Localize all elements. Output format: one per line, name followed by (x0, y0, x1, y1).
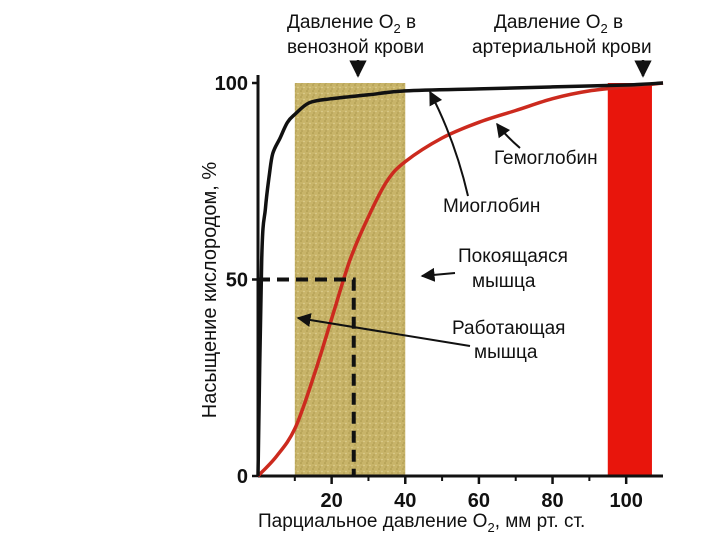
x-tick-label: 100 (609, 490, 642, 512)
x-tick-label: 20 (321, 490, 343, 512)
series-hemoglobin-curve (256, 81, 664, 478)
x-tick-label: 40 (394, 490, 416, 512)
label-hemoglobin: Гемоглобин (494, 148, 598, 169)
resting-pointer-arrow (420, 267, 456, 282)
x-tick-label: 80 (541, 490, 563, 512)
venous-pressure-band (294, 83, 406, 476)
label-myoglobin: Миоглобин (443, 196, 540, 217)
annotation-arterial-line1: Давление O2 в (494, 12, 623, 36)
label-resting-line1: Покоящаяся (458, 246, 568, 267)
y-tick-label: 100 (215, 73, 248, 95)
y-tick-label: 0 (237, 466, 248, 488)
p50-dashed-guide (258, 277, 356, 476)
hemoglobin-pointer-arrow (496, 122, 521, 149)
x-axis-label: Парциальное давление O2, мм рт. ст. (258, 511, 585, 535)
series-myoglobin-curve (256, 81, 664, 477)
y-axis-ticks: 0 50 100 (215, 73, 258, 488)
x-tick-label: 60 (468, 490, 490, 512)
label-working-line1: Работающая (452, 318, 565, 339)
myoglobin-pointer-arrow (429, 90, 469, 197)
x-axis-ticks: 20 40 60 80 100 (293, 476, 643, 512)
y-axis-label: Насыщение кислородом, % (199, 162, 221, 419)
annotation-venous-line1: Давление O2 в (287, 12, 416, 36)
annotation-arterial-line2: артериальной крови (472, 37, 652, 58)
label-working-line2: мышца (474, 342, 538, 363)
arterial-pressure-band (607, 83, 652, 476)
working-pointer-arrow (296, 313, 471, 347)
annotation-venous-line2: венозной крови (287, 37, 424, 58)
label-resting-line2: мышца (472, 271, 536, 292)
y-tick-label: 50 (226, 270, 248, 292)
